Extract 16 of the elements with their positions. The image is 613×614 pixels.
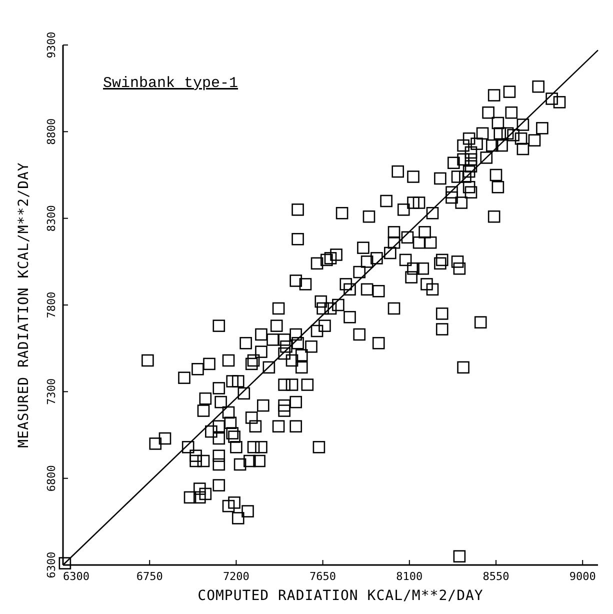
x-tick-label: 7200	[222, 570, 250, 583]
x-tick-label: 8550	[482, 570, 510, 583]
x-tick-label: 8100	[396, 570, 423, 583]
x-tick-label: 7650	[310, 570, 336, 583]
y-axis-title: MEASURED RADIATION KCAL/M**2/DAY	[16, 162, 32, 448]
x-tick-label: 6300	[63, 570, 90, 583]
text: Swinbank type-1	[103, 75, 238, 92]
y-tick-label: 7300	[45, 378, 58, 405]
y-tick-label: 8800	[45, 118, 58, 145]
y-tick-label: 6800	[45, 465, 58, 492]
y-tick-label: 8300	[45, 205, 58, 232]
x-axis-title: COMPUTED RADIATION KCAL/M**2/DAY	[198, 588, 484, 604]
y-tick-label: 9300	[45, 32, 58, 58]
y-tick-label: 7800	[45, 292, 58, 318]
x-tick-label: 9000	[569, 570, 596, 583]
x-tick-label: 6750	[136, 570, 163, 583]
